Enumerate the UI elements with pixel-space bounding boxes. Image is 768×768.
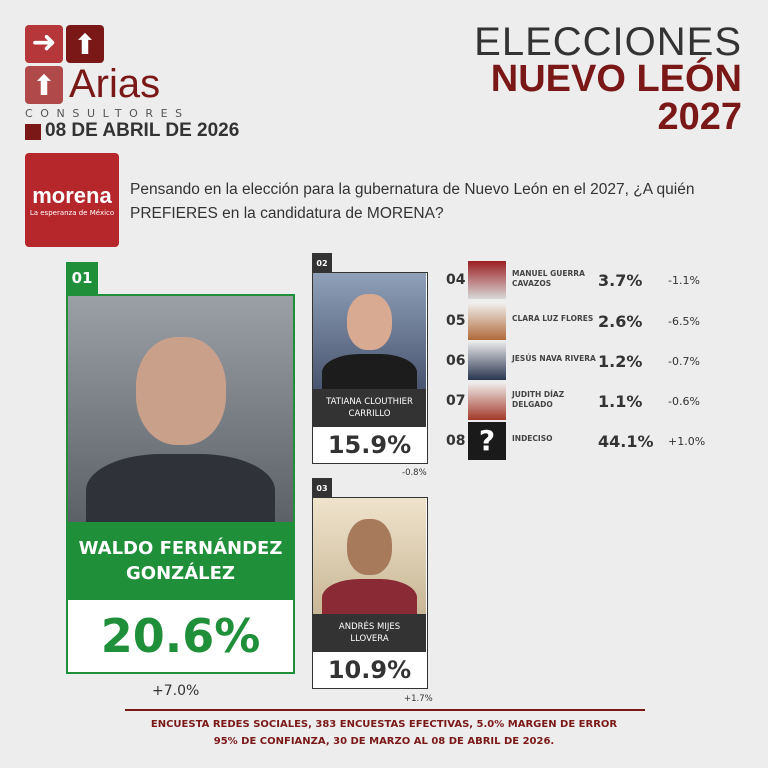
survey-question: Pensando en la elección para la gubernat… (130, 181, 695, 222)
candidate-percentage: 1.1% (598, 392, 643, 411)
title-elecciones: ELECCIONES (474, 20, 742, 64)
candidate-card-3: ANDRÉS MIJES LLOVERA 10.9% (312, 497, 428, 689)
title-year: 2027 (657, 96, 742, 138)
candidate-name: JESÚS NAVA RIVERA (512, 354, 596, 363)
candidate-row: 04 MANUEL GUERRA CAVAZOS 3.7% -1.1% (446, 261, 746, 299)
candidate-change: -0.8% (402, 468, 427, 478)
arrow-right-icon: ➜ (25, 25, 63, 63)
candidate-photo (68, 296, 293, 522)
candidate-change: -0.6% (668, 395, 700, 408)
candidate-photo (468, 382, 506, 420)
brand-subtitle: CONSULTORES (25, 107, 190, 120)
candidate-name: MANUEL GUERRA CAVAZOS (512, 269, 585, 288)
rank: 06 (446, 353, 466, 369)
methodology-note: ENCUESTA REDES SOCIALES, 383 ENCUESTAS E… (150, 719, 618, 747)
candidate-percentage: 20.6% (68, 600, 293, 672)
candidate-name: WALDO FERNÁNDEZ GONZÁLEZ (68, 522, 293, 600)
candidate-percentage: 1.2% (598, 352, 643, 371)
question-icon: ? (468, 422, 506, 460)
rank: 04 (446, 272, 466, 288)
rank-badge: 03 (312, 478, 332, 498)
rank-badge: 01 (66, 262, 98, 294)
candidate-photo (313, 498, 426, 614)
arrow-up-icon: ⬆ (66, 25, 104, 63)
footer-divider (125, 709, 645, 711)
candidate-change: +1.7% (404, 694, 433, 704)
rank: 05 (446, 313, 466, 329)
candidate-row: 07 JUDITH DÍAZ DELGADO 1.1% -0.6% (446, 382, 746, 420)
arrow-up-icon: ⬆ (25, 66, 63, 104)
candidate-photo (468, 261, 506, 299)
arias-logo: ➜ ⬆ ⬆ Arias (25, 25, 185, 115)
candidate-percentage: 15.9% (313, 427, 426, 462)
candidate-change: -6.5% (668, 315, 700, 328)
date-marker-icon (25, 124, 41, 140)
survey-date: 08 DE ABRIL DE 2026 (45, 120, 240, 141)
candidate-change: -0.7% (668, 355, 700, 368)
candidate-percentage: 3.7% (598, 271, 643, 290)
candidate-percentage: 44.1% (598, 432, 654, 451)
candidate-photo (468, 342, 506, 380)
candidate-name: INDECISO (512, 434, 553, 443)
rank-badge: 02 (312, 253, 332, 273)
candidate-percentage: 10.9% (313, 652, 426, 687)
morena-logo: morena La esperanza de México (25, 153, 119, 247)
candidate-name: TATIANA CLOUTHIER CARRILLO (313, 389, 426, 427)
candidate-row: 06 JESÚS NAVA RIVERA 1.2% -0.7% (446, 342, 746, 380)
candidate-card-2: TATIANA CLOUTHIER CARRILLO 15.9% (312, 272, 428, 464)
candidate-row: 08 ? INDECISO 44.1% +1.0% (446, 422, 746, 460)
candidate-photo (468, 302, 506, 340)
candidate-change: +7.0% (152, 683, 200, 699)
candidate-percentage: 2.6% (598, 312, 643, 331)
brand-name: Arias (69, 62, 161, 106)
candidate-row: 05 CLARA LUZ FLORES 2.6% -6.5% (446, 302, 746, 340)
rank: 08 (446, 433, 466, 449)
candidate-name: CLARA LUZ FLORES (512, 314, 594, 323)
candidate-name: JUDITH DÍAZ DELGADO (512, 390, 565, 409)
candidate-name: ANDRÉS MIJES LLOVERA (313, 614, 426, 652)
candidate-change: +1.0% (668, 435, 706, 448)
candidate-card-1: WALDO FERNÁNDEZ GONZÁLEZ 20.6% (66, 294, 295, 674)
rank: 07 (446, 393, 466, 409)
title-state: NUEVO LEÓN (490, 58, 742, 100)
candidate-photo (313, 273, 426, 389)
candidate-change: -1.1% (668, 274, 700, 287)
